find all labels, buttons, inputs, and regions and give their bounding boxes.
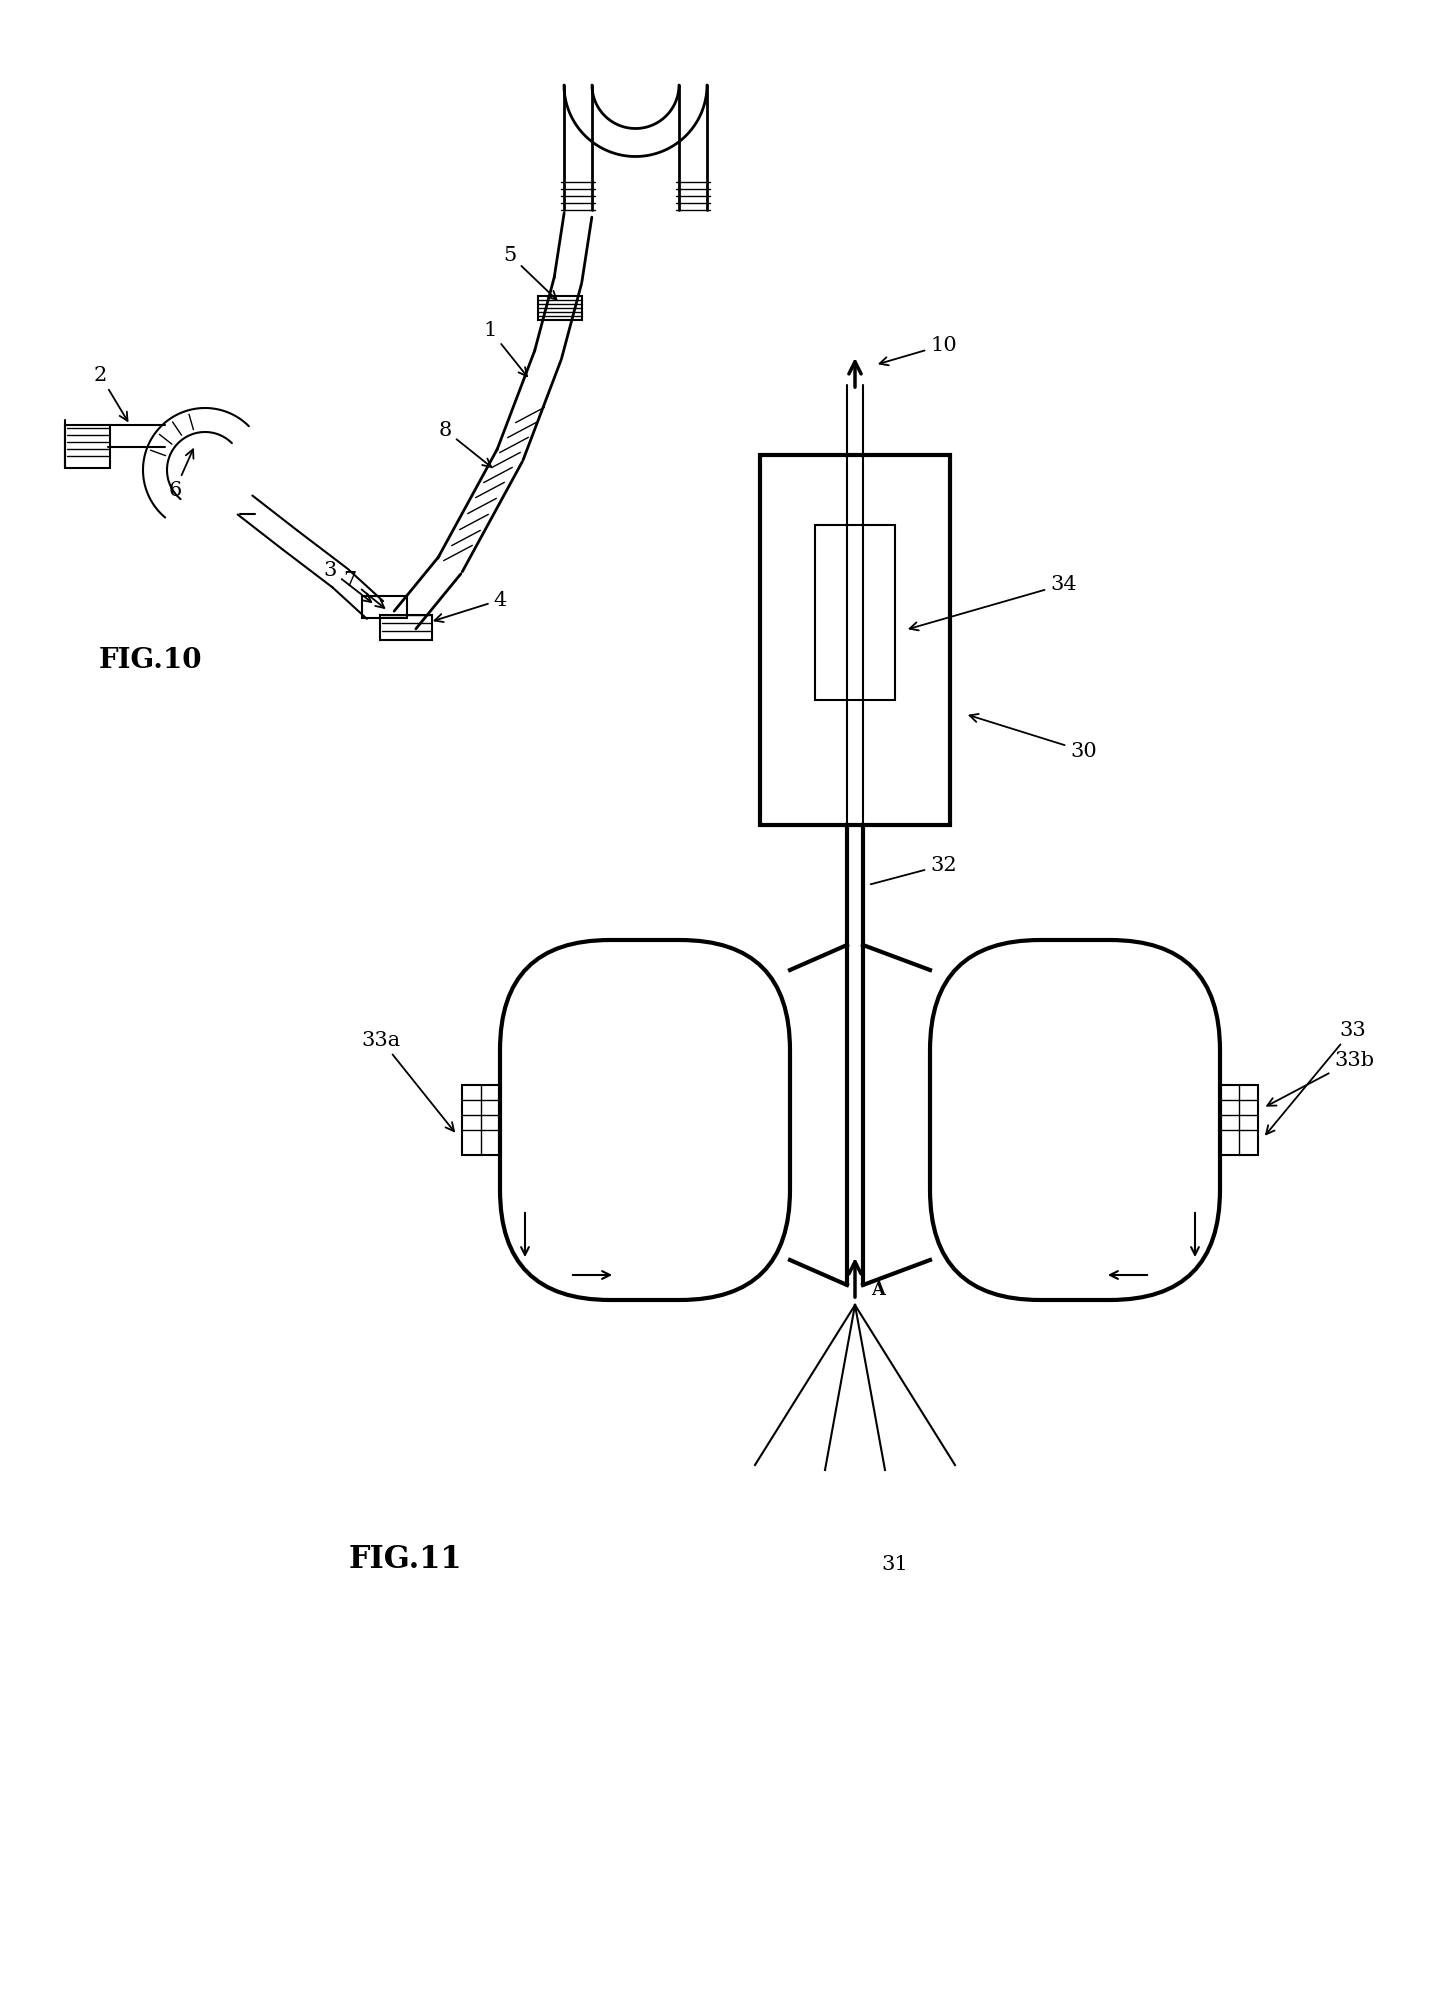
Text: 30: 30 (970, 715, 1097, 761)
Text: 33b: 33b (1267, 1050, 1374, 1106)
Text: 32: 32 (871, 855, 957, 885)
Text: 7: 7 (343, 571, 385, 607)
Text: 1: 1 (483, 320, 528, 375)
Text: A: A (871, 1280, 885, 1298)
Text: 2: 2 (93, 365, 127, 421)
Text: 8: 8 (439, 421, 492, 467)
Bar (64, 425, 110, 467)
Text: FIG.10: FIG.10 (99, 647, 202, 673)
Text: 3: 3 (323, 561, 372, 601)
Bar (462, 1084, 500, 1154)
Text: FIG.11: FIG.11 (349, 1544, 462, 1576)
Text: 5: 5 (503, 246, 556, 300)
Text: 6: 6 (169, 449, 193, 499)
Text: 10: 10 (879, 335, 957, 365)
Bar (380, 615, 432, 639)
Bar (362, 595, 408, 617)
Bar (538, 296, 582, 320)
Bar (759, 455, 950, 825)
Bar (1220, 1084, 1258, 1154)
Text: 4: 4 (435, 591, 506, 621)
Text: 33a: 33a (362, 1030, 453, 1130)
Bar (815, 525, 895, 701)
Text: 33: 33 (1266, 1020, 1366, 1134)
Text: 31: 31 (882, 1556, 908, 1574)
Text: 34: 34 (909, 575, 1077, 631)
